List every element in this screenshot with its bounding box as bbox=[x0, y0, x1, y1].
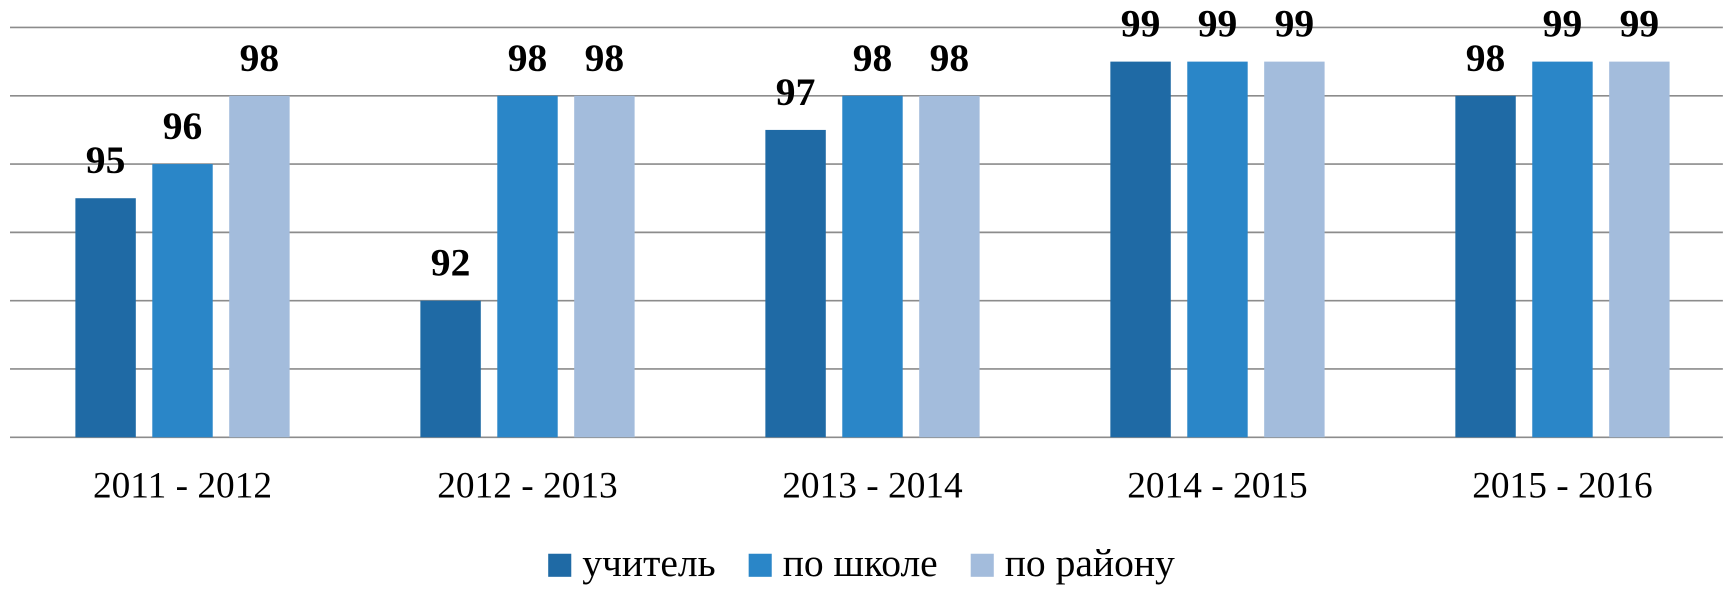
data-label: 98 bbox=[853, 36, 893, 80]
legend-label: по району bbox=[1005, 541, 1175, 585]
data-label: 92 bbox=[431, 241, 471, 285]
bar bbox=[1110, 61, 1171, 438]
data-label: 98 bbox=[1466, 36, 1506, 80]
bar bbox=[497, 95, 558, 438]
data-label: 99 bbox=[1620, 2, 1660, 46]
data-label: 99 bbox=[1275, 2, 1315, 46]
data-label: 99 bbox=[1198, 2, 1238, 46]
bar bbox=[1187, 61, 1248, 438]
data-label: 96 bbox=[163, 104, 203, 148]
bar bbox=[229, 95, 290, 438]
data-label: 97 bbox=[776, 70, 816, 114]
legend-label: учитель bbox=[582, 541, 715, 585]
bar bbox=[1609, 61, 1670, 438]
data-label: 95 bbox=[86, 138, 126, 182]
data-label: 98 bbox=[585, 36, 625, 80]
bar bbox=[574, 95, 635, 438]
legend-swatch bbox=[548, 553, 572, 577]
bar bbox=[765, 129, 826, 438]
data-label: 99 bbox=[1543, 2, 1583, 46]
x-tick-label: 2011 - 2012 bbox=[93, 465, 272, 506]
bar bbox=[152, 164, 213, 438]
bar bbox=[75, 198, 136, 438]
x-tick-label: 2012 - 2013 bbox=[437, 465, 617, 506]
x-tick-label: 2015 - 2016 bbox=[1472, 465, 1652, 506]
bar bbox=[1455, 95, 1516, 438]
data-label: 98 bbox=[240, 36, 280, 80]
legend-label: по школе bbox=[783, 541, 938, 585]
bar bbox=[420, 300, 481, 438]
bar bbox=[1264, 61, 1325, 438]
data-label: 98 bbox=[930, 36, 970, 80]
legend-swatch bbox=[748, 553, 772, 577]
data-label: 98 bbox=[508, 36, 548, 80]
bar bbox=[919, 95, 980, 438]
legend-swatch bbox=[970, 553, 994, 577]
bar bbox=[1532, 61, 1593, 438]
data-label: 99 bbox=[1121, 2, 1161, 46]
x-tick-label: 2013 - 2014 bbox=[782, 465, 963, 506]
bar bbox=[842, 95, 903, 438]
x-tick-label: 2014 - 2015 bbox=[1127, 465, 1307, 506]
